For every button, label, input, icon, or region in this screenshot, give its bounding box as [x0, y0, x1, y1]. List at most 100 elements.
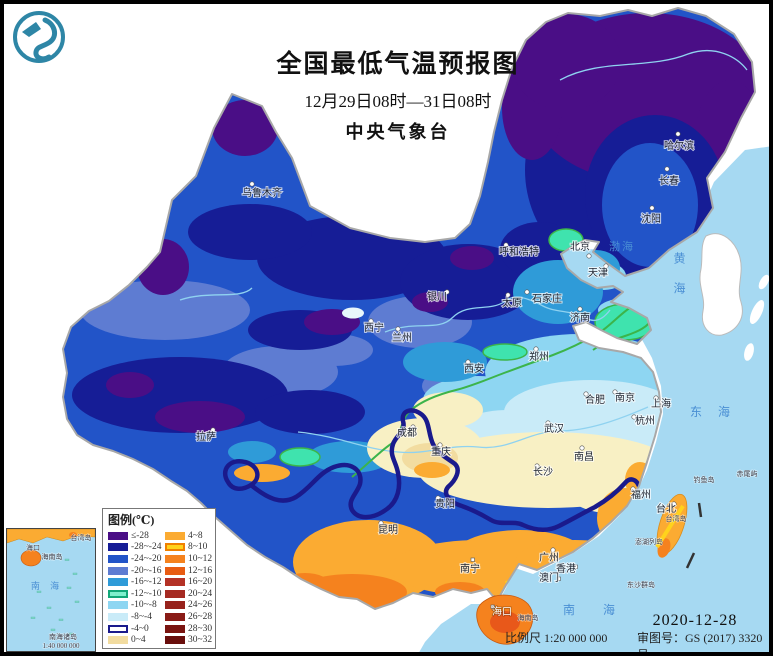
agency-name: 中央气象台 [345, 122, 451, 142]
city-label-nanchang: 南昌 [574, 450, 594, 463]
legend-swatch [108, 554, 128, 563]
legend-label: 26~28 [188, 611, 213, 622]
label-south-sea: 南海 [563, 602, 643, 617]
city-label-hongkong: 香港 [556, 563, 576, 575]
legend-swatch [165, 543, 185, 552]
city-label-chengdu: 成都 [397, 427, 417, 439]
hainan-island [476, 594, 534, 645]
city-label-tianjin: 天津 [588, 267, 608, 279]
legend-item: 0~4 [108, 634, 165, 646]
label-hainan-island: 海南岛 [518, 613, 539, 622]
city-label-changchun: 长春 [659, 175, 679, 187]
legend-item: 30~32 [165, 634, 215, 646]
city-label-chongqing: 重庆 [431, 445, 451, 458]
city-label-xining: 西宁 [364, 321, 384, 334]
legend-item: 10~12 [165, 553, 215, 565]
legend-label: -8~-4 [131, 611, 152, 622]
legend-label: -10~-8 [131, 600, 157, 611]
sea-region [417, 146, 773, 656]
sea-labels: 渤海 黄海 东海 南海 [563, 239, 746, 617]
city-label-harbin: 哈尔滨 [664, 139, 694, 152]
inset-label-haikou: 海口 [26, 543, 40, 552]
legend-swatch [165, 578, 185, 587]
legend-label: -4~0 [131, 623, 149, 634]
legend-label: 30~32 [188, 635, 213, 646]
inset-label-hainan: 海南岛 [42, 552, 63, 561]
legend-item: 28~30 [165, 623, 215, 635]
legend-item: -20~-16 [108, 565, 165, 577]
legend-label: 24~26 [188, 600, 213, 611]
inset-label-sea: 南 海 [31, 580, 63, 591]
city-label-shenyang: 沈阳 [641, 212, 661, 225]
inset-map: 台湾岛 海口 海南岛 南 海 南海诸岛 1:40 000 000 [6, 528, 96, 651]
legend-swatch [108, 601, 128, 610]
label-penghu: 澎湖列岛 [635, 537, 663, 546]
china-border [62, 7, 756, 610]
city-label-nanning: 南宁 [460, 562, 480, 575]
city-label-beijing: 北京 [570, 240, 590, 253]
map-scale: 比例尺 1:20 000 000 [505, 631, 608, 645]
legend-right-column: 4~8 8~10 10~12 12~16 16~20 20~24 24~26 2… [165, 530, 215, 646]
legend-swatch [165, 624, 185, 633]
approval-number: 审图号：GS (2017) 3320号 [637, 631, 763, 656]
city-label-macau: 澳门 [539, 571, 559, 584]
legend-label: 4~8 [188, 530, 203, 541]
legend-swatch [108, 612, 128, 621]
legend-swatch [108, 589, 128, 598]
japan-island [749, 300, 765, 324]
legend-swatch [165, 554, 185, 563]
rivers [179, 49, 748, 454]
legend-swatch [165, 589, 185, 598]
legend-label: 28~30 [188, 623, 213, 634]
city-label-xian: 西安 [464, 362, 484, 375]
title-block: 全国最低气温预报图 12月29日08时—31日08时 中央气象台 [238, 44, 558, 144]
label-yellow-sea: 黄海 [672, 252, 686, 312]
legend-item: -12~-10 [108, 588, 165, 600]
legend-item: 4~8 [165, 530, 215, 542]
legend-swatch [165, 612, 185, 621]
label-east-sea: 东海 [690, 404, 746, 419]
legend-item: -4~0 [108, 623, 165, 635]
south-china-sea-inset: 台湾岛 海口 海南岛 南 海 南海诸岛 1:40 000 000 [6, 528, 96, 652]
legend-title: 图例(℃) [108, 513, 155, 527]
legend-item: 16~20 [165, 576, 215, 588]
legend-box: 图例(℃) ≤-28 -28~-24 -24~-20 -20~-16 -16~-… [102, 508, 216, 649]
legend-swatch [165, 636, 185, 645]
japan-island [758, 274, 770, 290]
label-taiwan-island: 台湾岛 [666, 514, 687, 523]
city-label-kunming: 昆明 [378, 524, 398, 536]
legend-swatch [108, 636, 128, 645]
legend-item: 8~10 [165, 542, 215, 554]
forecast-period: 12月29日08时—31日08时 [304, 92, 492, 111]
legend-label: -20~-16 [131, 565, 162, 576]
cma-logo-icon [13, 11, 65, 63]
city-label-fuzhou: 福州 [631, 488, 651, 501]
city-label-taipei: 台北 [656, 502, 676, 515]
city-label-haikou: 海口 [492, 605, 512, 618]
taiwan-island [655, 493, 688, 558]
city-labels: 乌鲁木齐 哈尔滨 长春 沈阳 北京 天津 呼和浩特 石家庄 太原 济南 郑州 西… [195, 138, 695, 619]
contour-line-zero [222, 408, 642, 532]
city-label-shanghai: 上海 [651, 397, 671, 410]
city-label-wuhan: 武汉 [544, 422, 564, 435]
city-label-lhasa: 拉萨 [196, 430, 216, 443]
city-label-yinchuan: 银川 [427, 290, 447, 303]
legend-swatch [108, 543, 128, 552]
city-label-lanzhou: 兰州 [392, 331, 412, 344]
label-diaoyu: 钓鱼岛 [694, 475, 715, 484]
legend-label: -24~-20 [131, 553, 162, 564]
issue-date: 2020-12-28 [652, 612, 738, 629]
city-label-zhengzhou: 郑州 [529, 350, 549, 363]
legend-item: -16~-12 [108, 576, 165, 588]
legend-left-column: ≤-28 -28~-24 -24~-20 -20~-16 -16~-12 -12… [108, 530, 165, 646]
city-label-hohhot: 呼和浩特 [499, 246, 539, 258]
city-label-nanjing: 南京 [615, 391, 635, 404]
legend-swatch [165, 566, 185, 575]
korea-landmass [699, 233, 743, 336]
city-label-hefei: 合肥 [585, 393, 605, 406]
legend-item: -28~-24 [108, 542, 165, 554]
city-label-guiyang: 贵阳 [435, 497, 455, 510]
legend-swatch [165, 531, 185, 540]
